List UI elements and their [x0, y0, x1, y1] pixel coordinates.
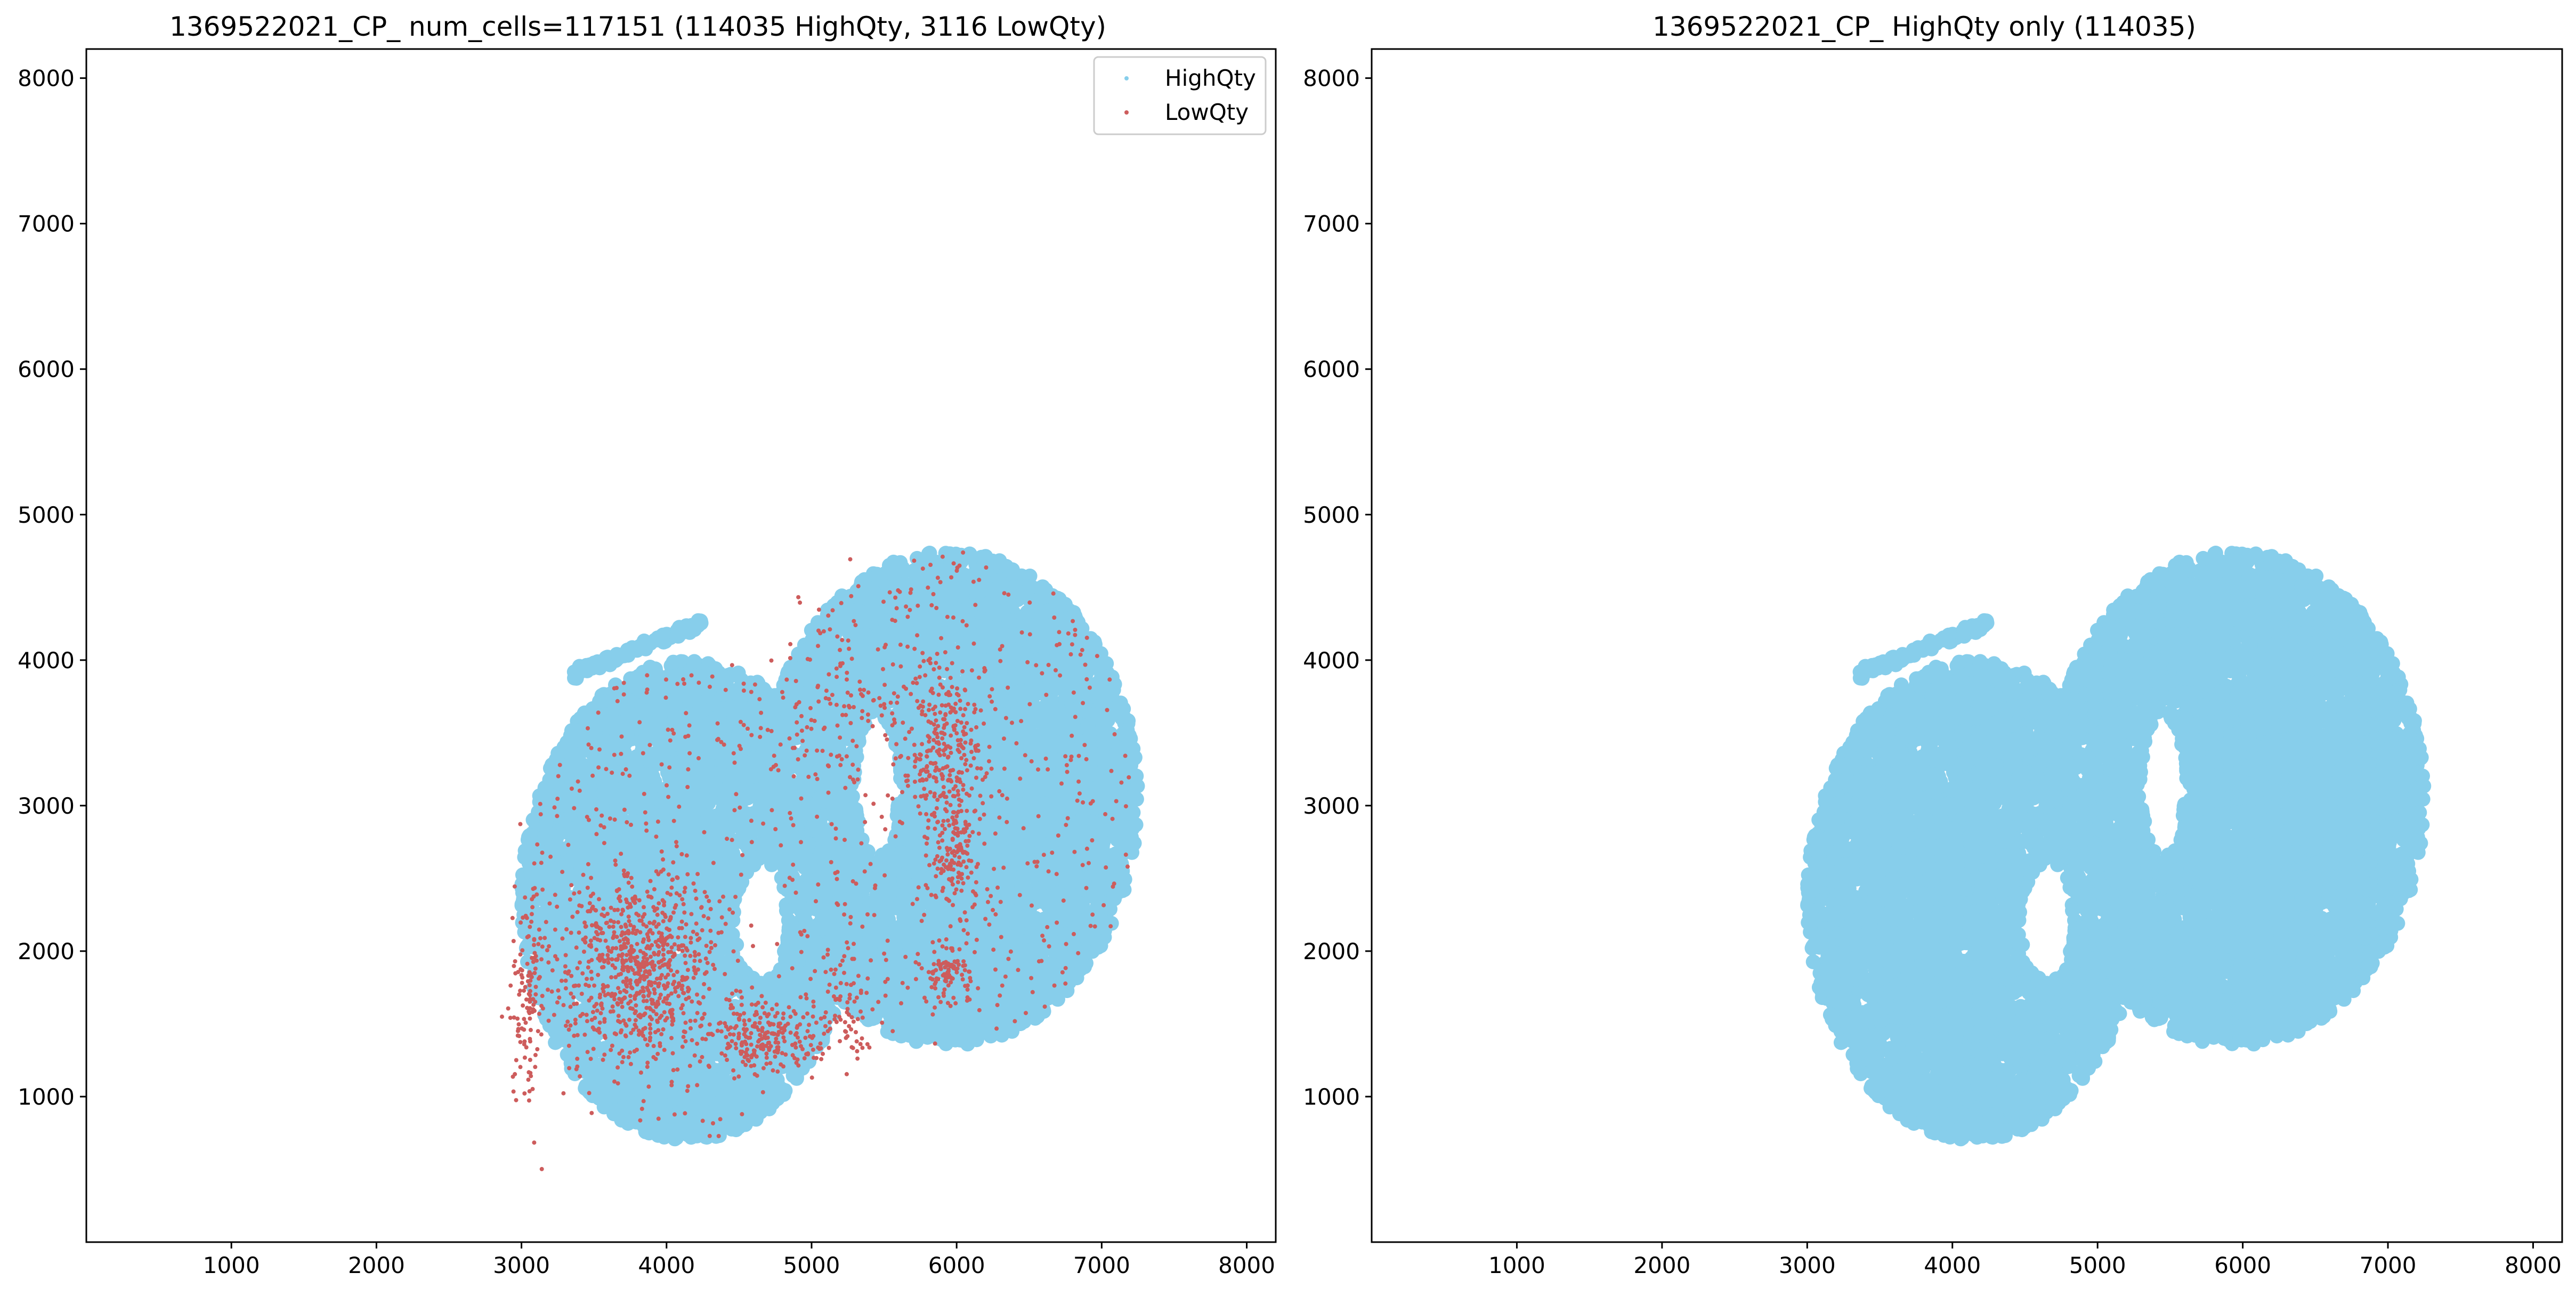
left-plot-title: 1369522021_CP_ num_cells=117151 (114035 … — [169, 11, 1106, 42]
left-plot-panel: 1369522021_CP_ num_cells=117151 (114035 … — [18, 11, 1277, 1278]
left-scatter-points — [500, 546, 1145, 1171]
